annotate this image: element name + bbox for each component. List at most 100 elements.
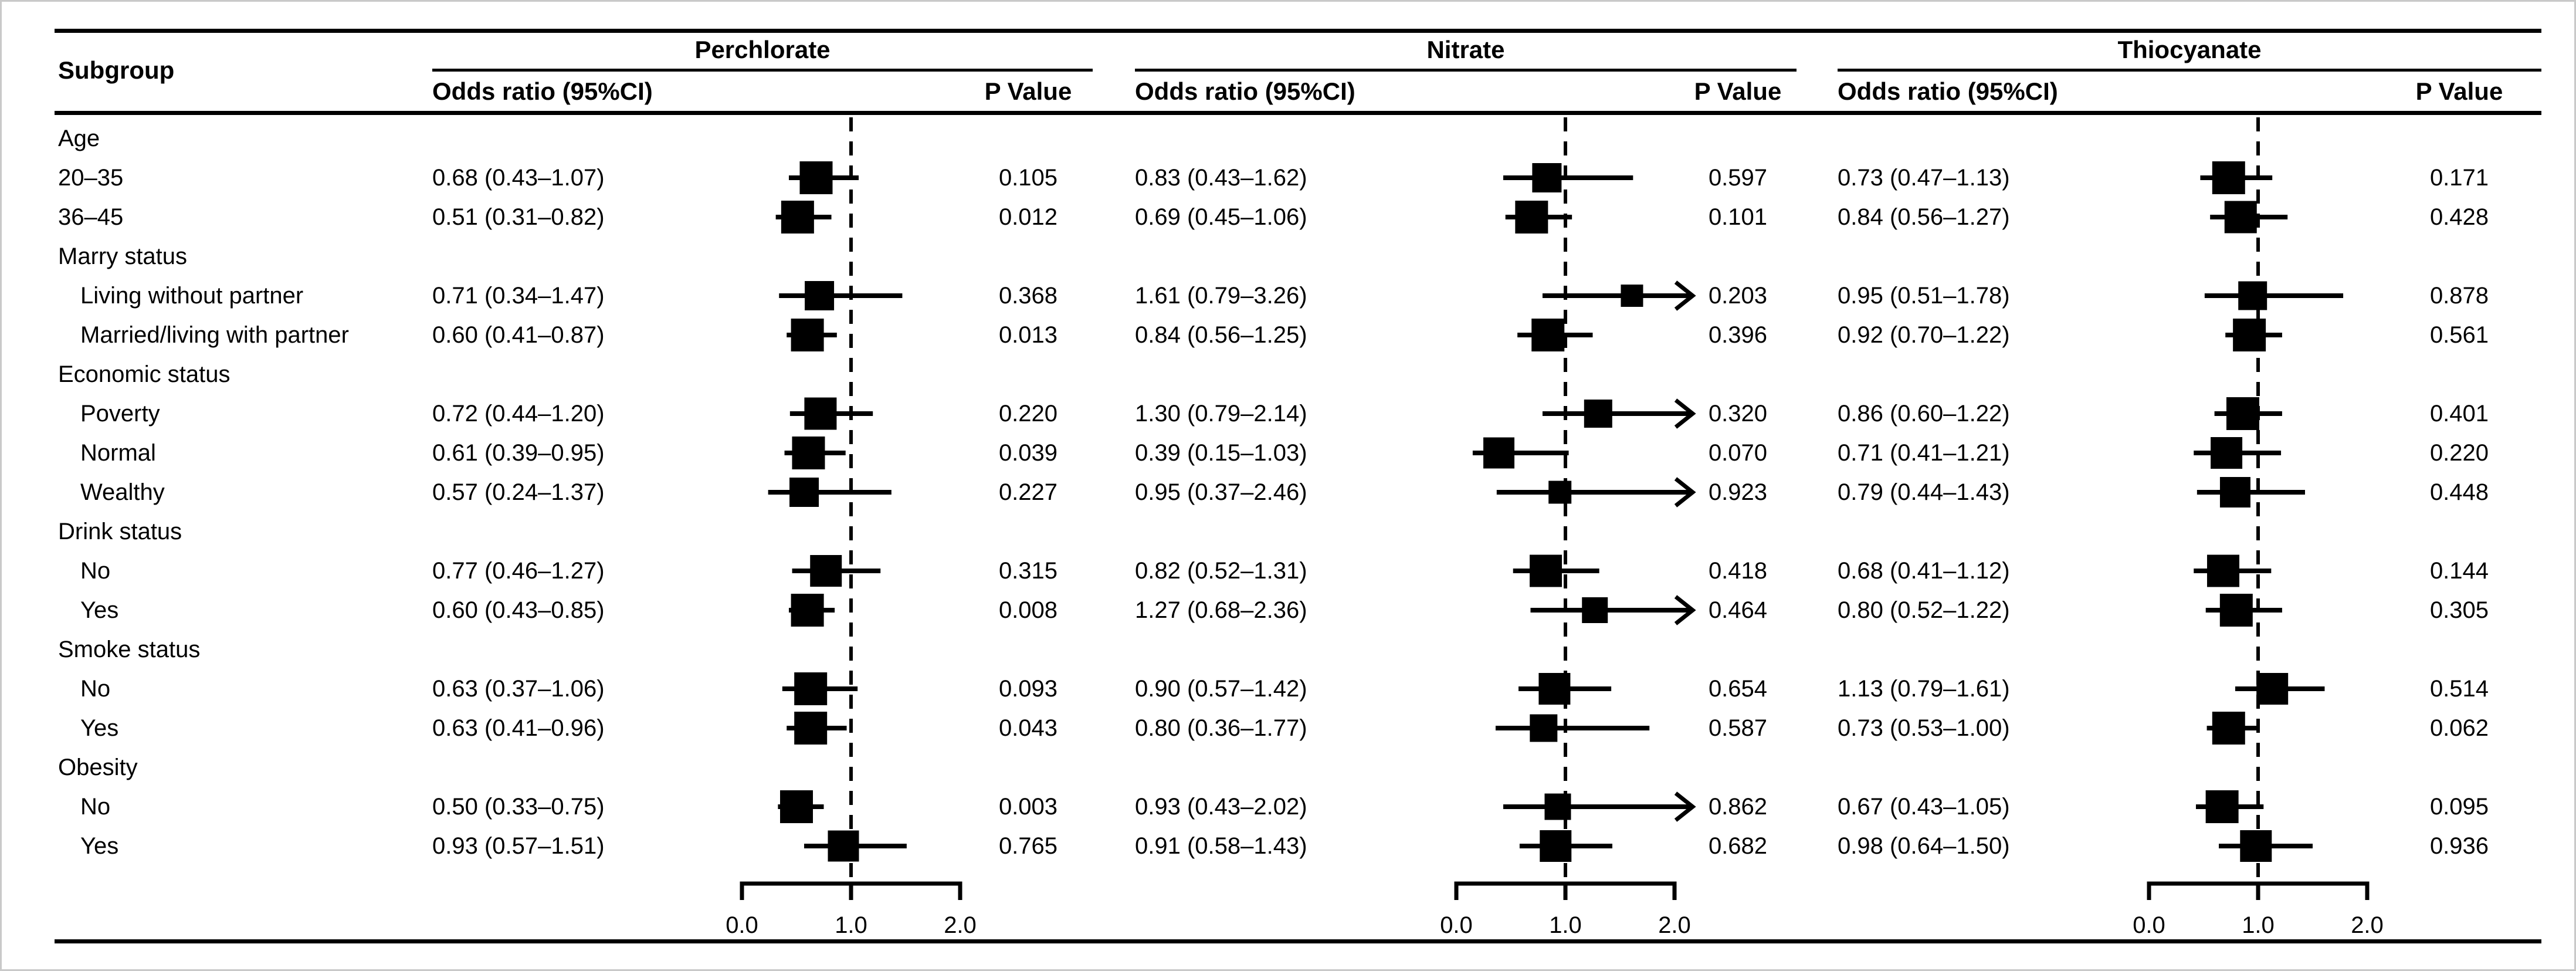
- or-ci-value: 1.30 (0.79–2.14): [1135, 401, 1307, 427]
- p-value: 0.320: [1708, 401, 1768, 427]
- or-ci-value: 0.50 (0.33–0.75): [432, 794, 605, 820]
- p-value: 0.654: [1708, 676, 1768, 702]
- or-point-square: [810, 555, 842, 587]
- or-ci-value: 0.72 (0.44–1.20): [432, 401, 605, 427]
- panel-underline-thiocyanate: [1838, 69, 2541, 72]
- or-point-square: [794, 672, 828, 705]
- or-ci-value: 0.68 (0.41–1.12): [1838, 558, 2010, 584]
- axis-tick-label: 2.0: [2351, 912, 2384, 938]
- row-item-label: No: [80, 676, 111, 702]
- or-ci-value: 0.67 (0.43–1.05): [1838, 794, 2010, 820]
- p-value: 0.765: [998, 833, 1058, 859]
- or-ci-value: 0.57 (0.24–1.37): [432, 479, 605, 505]
- forest-plot-perchlorate: 0.0 1.0 2.0: [726, 117, 977, 938]
- or-point-square: [828, 830, 859, 862]
- forest-plot-thiocyanate: 0.0 1.0 2.0: [2133, 117, 2384, 938]
- or-ci-value: 0.60 (0.41–0.87): [432, 322, 605, 348]
- or-point-square: [2212, 161, 2245, 194]
- axis-tick-label: 2.0: [1658, 912, 1691, 938]
- or-ci-value: 0.93 (0.43–2.02): [1135, 794, 1307, 820]
- or-point-square: [791, 594, 824, 627]
- p-value: 0.013: [998, 322, 1058, 348]
- or-point-square: [780, 790, 813, 823]
- row-category-label: Smoke status: [58, 637, 201, 662]
- x-axis: [1454, 881, 1677, 900]
- p-value: 0.587: [1708, 715, 1768, 741]
- row-item-label: Normal: [80, 440, 156, 466]
- row-item-label: 20–35: [58, 165, 124, 191]
- p-value: 0.862: [1708, 794, 1768, 820]
- or-ci-value: 0.71 (0.41–1.21): [1838, 440, 2010, 466]
- or-ci-value: 0.82 (0.52–1.31): [1135, 558, 1307, 584]
- or-point-square: [1544, 793, 1571, 820]
- or-ci-value: 0.84 (0.56–1.25): [1135, 322, 1307, 348]
- p-value: 0.936: [2429, 833, 2489, 859]
- p-value: 0.203: [1708, 283, 1768, 309]
- or-ci-value: 0.95 (0.37–2.46): [1135, 479, 1307, 505]
- or-point-square: [2238, 281, 2267, 310]
- p-value: 0.401: [2429, 401, 2489, 427]
- or-point-square: [2206, 554, 2239, 587]
- or-column-header-thiocyanate: Odds ratio (95%CI): [1838, 77, 2058, 105]
- or-point-square: [804, 397, 837, 430]
- or-point-square: [791, 319, 824, 351]
- x-axis: [740, 881, 962, 900]
- or-point-square: [2211, 437, 2243, 469]
- p-value: 0.101: [1708, 204, 1768, 230]
- p-value: 0.305: [2429, 597, 2489, 623]
- row-category-label: Marry status: [58, 243, 188, 269]
- or-ci-value: 0.61 (0.39–0.95): [432, 440, 605, 466]
- or-point-square: [2256, 673, 2289, 705]
- or-point-square: [2212, 712, 2245, 745]
- x-axis: [2147, 881, 2370, 900]
- axis-tick-label: 0.0: [2133, 912, 2165, 938]
- or-ci-value: 0.90 (0.57–1.42): [1135, 676, 1307, 702]
- row-item-label: Yes: [80, 833, 119, 859]
- p-value: 0.418: [1708, 558, 1768, 584]
- row-item-label: Wealthy: [80, 479, 165, 505]
- ci-arrow-right-icon: [1674, 280, 1696, 311]
- p-value: 0.315: [998, 558, 1058, 584]
- panel-title-nitrate: Nitrate: [1426, 36, 1505, 63]
- p-value: 0.012: [998, 204, 1058, 230]
- or-ci-value: 1.27 (0.68–2.36): [1135, 597, 1307, 623]
- or-ci-value: 0.80 (0.52–1.22): [1838, 597, 2010, 623]
- or-ci-value: 0.73 (0.53–1.00): [1838, 715, 2010, 741]
- row-item-label: Yes: [80, 715, 119, 741]
- or-ci-value: 1.61 (0.79–3.26): [1135, 283, 1307, 309]
- or-point-square: [2219, 594, 2253, 627]
- subgroup-column-header: Subgroup: [58, 56, 175, 84]
- p-value: 0.448: [2429, 479, 2489, 505]
- row-category-label: Age: [58, 126, 100, 151]
- or-ci-value: 0.77 (0.46–1.27): [432, 558, 605, 584]
- or-ci-value: 0.98 (0.64–1.50): [1838, 833, 2010, 859]
- or-point-square: [799, 161, 833, 194]
- or-ci-value: 0.91 (0.58–1.43): [1135, 833, 1307, 859]
- row-category-label: Drink status: [58, 519, 182, 544]
- p-value: 0.464: [1708, 597, 1768, 623]
- p-value: 0.008: [998, 597, 1058, 623]
- p-value: 0.428: [2429, 204, 2489, 230]
- or-ci-value: 0.69 (0.45–1.06): [1135, 204, 1307, 230]
- p-value: 0.003: [998, 794, 1058, 820]
- or-point-square: [789, 478, 819, 507]
- row-item-label: 36–45: [58, 204, 124, 230]
- axis-tick-label: 1.0: [2242, 912, 2275, 938]
- p-value: 0.043: [998, 715, 1058, 741]
- p-value: 0.923: [1708, 479, 1768, 505]
- or-point-square: [781, 201, 814, 234]
- row-item-label: Yes: [80, 597, 119, 623]
- row-item-label: Married/living with partner: [80, 322, 349, 348]
- p-value: 0.144: [2429, 558, 2489, 584]
- or-ci-value: 0.63 (0.37–1.06): [432, 676, 605, 702]
- or-ci-value: 1.13 (0.79–1.61): [1838, 676, 2010, 702]
- or-ci-value: 0.68 (0.43–1.07): [432, 165, 605, 191]
- ci-arrow-right-icon: [1674, 791, 1696, 822]
- p-value: 0.171: [2429, 165, 2489, 191]
- p-column-header-nitrate: P Value: [1694, 77, 1782, 105]
- or-ci-value: 0.93 (0.57–1.51): [432, 833, 605, 859]
- row-item-label: Living without partner: [80, 283, 304, 309]
- p-value: 0.396: [1708, 322, 1768, 348]
- or-point-square: [1530, 554, 1562, 587]
